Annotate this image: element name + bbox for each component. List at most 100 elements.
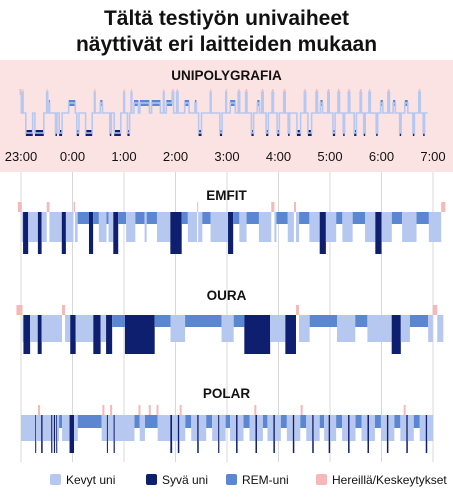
oura-hereilla-segment-33 — [432, 305, 438, 315]
polar-kevyt-segment-44 — [256, 415, 263, 441]
polar-kevyt-segment-76 — [407, 415, 414, 441]
panel-title-emfit: EMFIT — [206, 188, 247, 203]
polar-syva-segment-5 — [51, 415, 53, 453]
oura-rem-segment-25 — [309, 315, 338, 327]
polar-rem-segment-65 — [355, 415, 362, 428]
chart-title-line-1: Tältä testiyön univaiheet — [104, 7, 349, 30]
emfit-kevyt-segment-36 — [258, 212, 272, 242]
polar-syva-segment-31 — [197, 415, 199, 453]
emfit-kevyt-segment-22 — [144, 212, 147, 242]
polar-rem-segment-15 — [77, 415, 102, 428]
polar-syva-segment-39 — [236, 415, 238, 453]
polar-kevyt-segment-46 — [267, 415, 274, 441]
polar-syva-segment-35 — [218, 415, 220, 453]
emfit-kevyt-segment-7 — [49, 212, 62, 242]
legend-label-kevyt: Kevyt uni — [66, 473, 115, 487]
oura-syva-segment-29 — [391, 315, 401, 354]
emfit-kevyt-segment-52 — [381, 212, 392, 242]
emfit-syva-segment-45 — [319, 212, 326, 254]
emfit-rem-segment-43 — [299, 212, 310, 224]
oura-rem-segment-13 — [112, 315, 125, 327]
panel-emfit: EMFIT — [17, 188, 446, 254]
emfit-rem-segment-47 — [336, 212, 343, 224]
emfit-rem-segment-55 — [416, 212, 429, 224]
polar-rem-segment-45 — [262, 415, 268, 428]
polar-rem-segment-33 — [206, 415, 213, 428]
oura-kevyt-segment-1 — [22, 315, 24, 342]
polar-rem-segment-57 — [319, 415, 325, 428]
polar-kevyt-segment-66 — [361, 415, 368, 441]
oura-kevyt-segment-32 — [428, 315, 433, 342]
emfit-kevyt-segment-15 — [98, 212, 107, 242]
polar-kevyt-segment-22 — [139, 415, 145, 441]
polar-wake-mark-4 — [148, 405, 151, 415]
polar-kevyt-segment-16 — [101, 415, 107, 441]
emfit-hereilla-segment-10 — [73, 202, 75, 212]
polar-wake-mark-5 — [156, 405, 159, 415]
emfit-rem-segment-12 — [77, 212, 89, 224]
emfit-rem-segment-19 — [118, 212, 127, 224]
polar-wake-mark-0 — [38, 405, 41, 415]
polar-kevyt-segment-0 — [21, 415, 36, 441]
emfit-hereilla-segment-37 — [271, 202, 275, 212]
oura-rem-segment-17 — [185, 315, 222, 327]
polar-syva-segment-59 — [328, 415, 331, 453]
emfit-syva-segment-2 — [23, 212, 29, 254]
polar-syva-segment-51 — [292, 415, 295, 453]
polar-rem-segment-73 — [394, 415, 401, 428]
tick-label-6: 5:00 — [317, 149, 342, 164]
oura-rem-segment-19 — [233, 315, 245, 327]
legend-label-rem: REM-uni — [242, 473, 289, 487]
polar-rem-segment-53 — [300, 415, 307, 428]
polar-syva-segment-55 — [312, 415, 314, 453]
emfit-kevyt-segment-46 — [325, 212, 337, 242]
polar-kevyt-segment-74 — [400, 415, 407, 441]
polar-kevyt-segment-54 — [306, 415, 313, 441]
polar-syva-segment-19 — [113, 415, 115, 453]
oura-syva-segment-20 — [244, 315, 271, 354]
emfit-rem-segment-26 — [181, 212, 188, 224]
emfit-rem-segment-35 — [246, 212, 259, 224]
polar-kevyt-segment-32 — [198, 415, 207, 441]
emfit-kevyt-segment-48 — [342, 212, 353, 242]
emfit-syva-segment-4 — [37, 212, 42, 254]
polar-kevyt-segment-8 — [55, 415, 57, 441]
polar-kevyt-segment-68 — [368, 415, 375, 441]
polar-rem-segment-37 — [225, 415, 231, 428]
emfit-hereilla-segment-0 — [17, 202, 22, 212]
emfit-kevyt-segment-56 — [428, 212, 442, 242]
oura-syva-segment-22 — [285, 315, 296, 354]
emfit-hereilla-segment-28 — [197, 202, 199, 212]
polar-wake-mark-9 — [403, 405, 406, 415]
emfit-rem-segment-21 — [135, 212, 145, 224]
polar-kevyt-segment-56 — [313, 415, 320, 441]
polar-syva-segment-63 — [348, 415, 350, 453]
polar-kevyt-segment-78 — [419, 415, 426, 441]
tick-label-2: 1:00 — [111, 149, 136, 164]
polar-rem-segment-23 — [144, 415, 158, 428]
oura-kevyt-segment-18 — [221, 315, 234, 342]
legend-swatch-syva — [146, 474, 157, 485]
oura-kevyt-segment-9 — [75, 315, 94, 342]
oura-kevyt-segment-16 — [170, 315, 186, 342]
polar-syva-segment-79 — [425, 415, 428, 453]
emfit-kevyt-segment-44 — [309, 212, 320, 242]
polar-kevyt-segment-26 — [172, 415, 178, 441]
polar-wake-mark-7 — [254, 405, 257, 415]
oura-syva-segment-14 — [124, 315, 155, 354]
oura-kevyt-segment-30 — [400, 315, 410, 342]
oura-syva-segment-12 — [106, 315, 113, 354]
legend-label-hereilla: Hereillä/Keskeytykset — [332, 473, 447, 487]
device-panels: UNIPOLYGRAFIA EMFIT OURA POLAR — [16, 68, 446, 453]
polar-syva-segment-71 — [386, 415, 389, 453]
oura-kevyt-segment-21 — [270, 315, 286, 342]
polar-rem-segment-29 — [185, 415, 192, 428]
polar-syva-segment-7 — [53, 415, 56, 453]
polar-syva-segment-25 — [170, 415, 173, 453]
panel-polar: POLAR — [21, 386, 434, 453]
polar-kevyt-segment-80 — [427, 415, 434, 441]
polar-rem-segment-21 — [134, 415, 140, 428]
emfit-rem-segment-30 — [202, 212, 211, 224]
emfit-rem-segment-33 — [233, 212, 240, 224]
emfit-kevyt-segment-40 — [287, 212, 294, 242]
